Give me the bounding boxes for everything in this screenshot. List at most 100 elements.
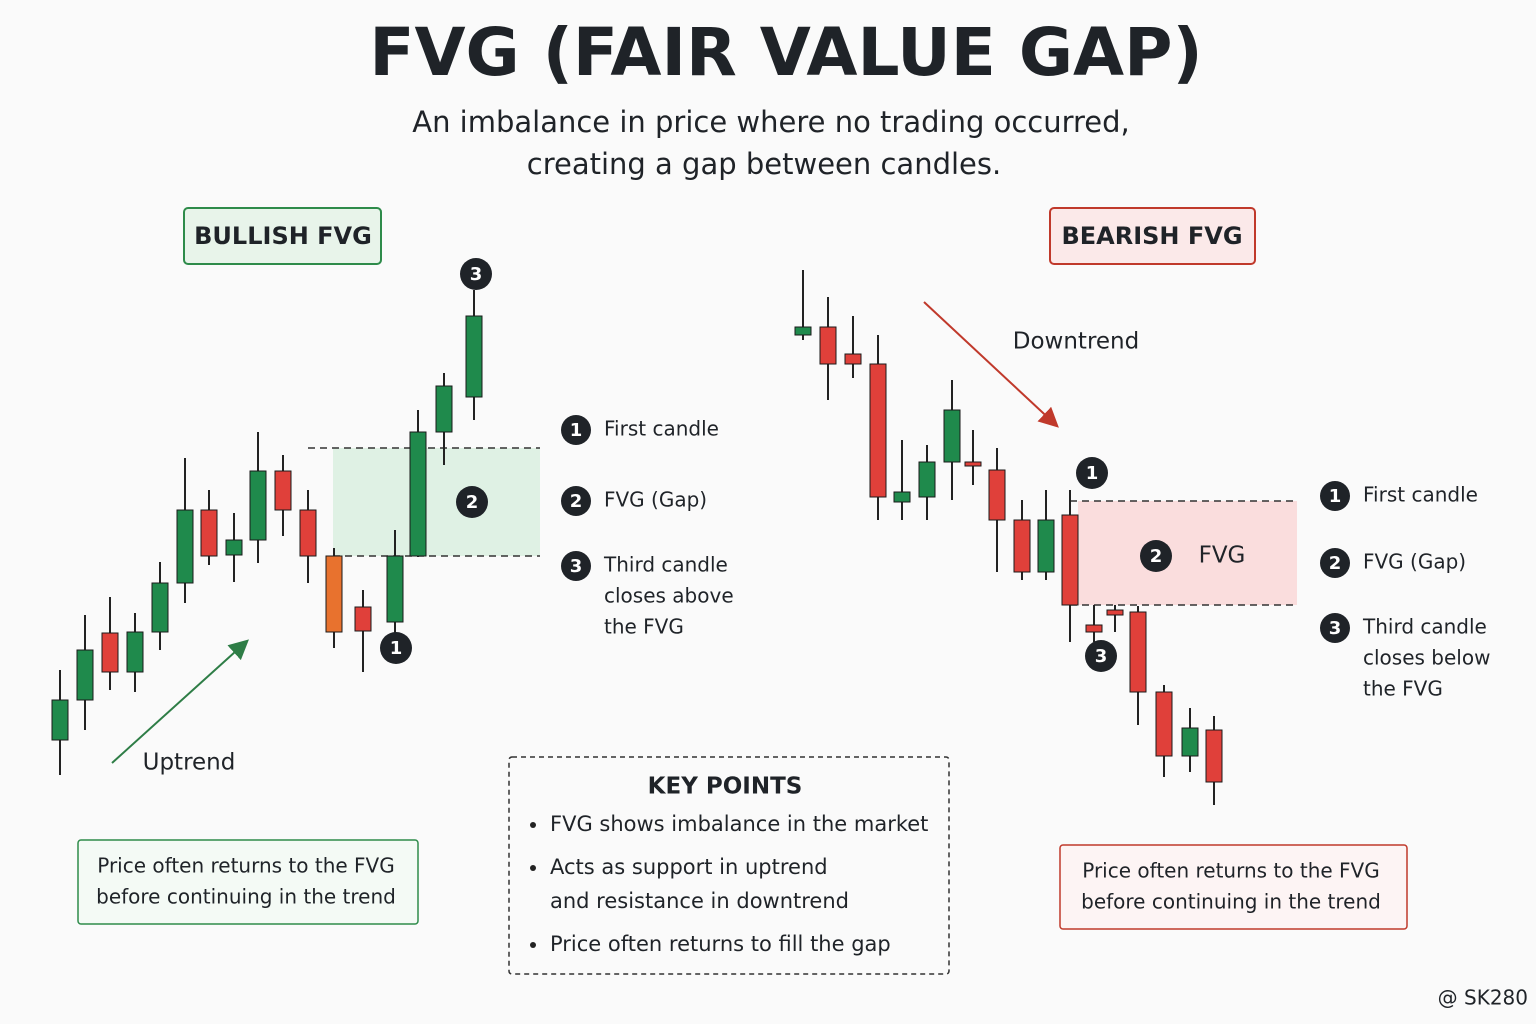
key-point: Acts as support in uptrend [550,855,828,879]
candle-body [1061,514,1079,606]
candle-body [200,509,218,557]
number-badge [561,486,591,516]
legend-text: closes below [1363,646,1490,670]
number-badge-label: 3 [570,556,583,577]
candle-body [126,631,144,673]
bearish-note-box [1059,844,1408,930]
candle-body [819,326,837,365]
bullish-label-box [183,207,382,265]
number-badge [1076,457,1108,489]
number-badge [561,551,591,581]
bearish-note: Price often returns to the FVG [1082,859,1379,883]
number-badge-label: 2 [466,492,479,513]
candle-body [1181,727,1199,757]
number-badge-label: 3 [1329,618,1342,639]
candle-body [1106,609,1124,616]
downtrend-arrow [923,301,1059,428]
legend-text: FVG (Gap) [1363,550,1466,574]
candle-body [869,363,887,498]
legend-text: closes above [604,584,734,608]
number-badge-label: 2 [1329,553,1342,574]
candle-body [1129,611,1147,693]
candle-body [249,470,267,541]
candle-body [893,491,911,503]
candle-body [943,409,961,463]
candle-body [1155,691,1173,757]
candle-body [1205,729,1223,783]
number-badge [1140,540,1172,572]
bullish-label: BULLISH FVG [194,222,372,250]
candle-body [386,555,404,623]
legend-text: First candle [1363,483,1478,507]
candle-body [918,461,936,498]
number-badge [380,632,412,664]
bullish-note-box [77,839,419,925]
title: FVG (FAIR VALUE GAP) [369,14,1202,91]
candle-body [176,509,194,584]
bullet [530,865,536,871]
legend-text: FVG (Gap) [604,488,707,512]
watermark: @ SK280 [1438,986,1528,1010]
subtitle: An imbalance in price where no trading o… [412,105,1130,139]
candle-body [409,431,427,557]
candle-body [435,385,453,433]
number-badge-label: 2 [1150,546,1163,567]
number-badge [561,415,591,445]
uptrend-arrow [111,639,249,764]
candle-body [101,632,119,673]
number-badge-label: 3 [1095,646,1108,667]
number-badge [1085,640,1117,672]
number-badge-label: 2 [570,491,583,512]
downtrend-label: Downtrend [1013,329,1139,355]
legend-text: Third candle [603,553,728,577]
gap-label: FVG [1199,543,1246,569]
bearish-label: BEARISH FVG [1061,222,1242,250]
number-badge [460,258,492,290]
candle-body [76,649,94,701]
key-point: and resistance in downtrend [550,889,849,913]
bearish-gap [1078,501,1297,605]
number-badge-label: 1 [1086,463,1099,484]
candle-body [794,326,812,336]
candle-body [354,606,372,632]
candle-body [51,699,69,741]
subtitle: creating a gap between candles. [527,147,1001,181]
key-point: FVG shows imbalance in the market [550,812,928,836]
candle-body [325,555,343,633]
markers: 1 2 3 1 2 3 1 First candle 2 FVG (Gap) 3 Third cand… [380,258,1490,701]
candle-body [844,353,862,365]
bullish-note: before continuing in the trend [96,885,396,909]
legend-text: the FVG [604,615,684,639]
candle-body [1037,519,1055,573]
candles [51,270,1223,805]
key-points-box [508,756,950,975]
number-badge [1320,613,1350,643]
bullet [530,822,536,828]
bearish-note: before continuing in the trend [1081,890,1381,914]
number-badge-label: 1 [390,638,403,659]
candle-body [964,461,982,467]
candle-body [225,539,243,556]
key-point: Price often returns to fill the gap [550,932,891,956]
bullet [530,942,536,948]
candle-body [274,470,292,511]
legend-text: First candle [604,417,719,441]
number-badge-label: 3 [470,264,483,285]
number-badge [1320,548,1350,578]
legend-text: Third candle [1362,615,1487,639]
number-badge-label: 1 [570,420,583,441]
candle-body [151,582,169,633]
candle-body [299,509,317,557]
candle-body [988,469,1006,521]
legend-text: the FVG [1363,677,1443,701]
uptrend-label: Uptrend [143,750,236,776]
number-badge [456,486,488,518]
candle-body [465,315,483,398]
bearish-label-box [1049,207,1256,265]
bullish-gap [333,448,540,556]
number-badge [1320,481,1350,511]
bullish-note: Price often returns to the FVG [97,854,394,878]
candle-body [1013,519,1031,573]
candle-body [1085,624,1103,633]
